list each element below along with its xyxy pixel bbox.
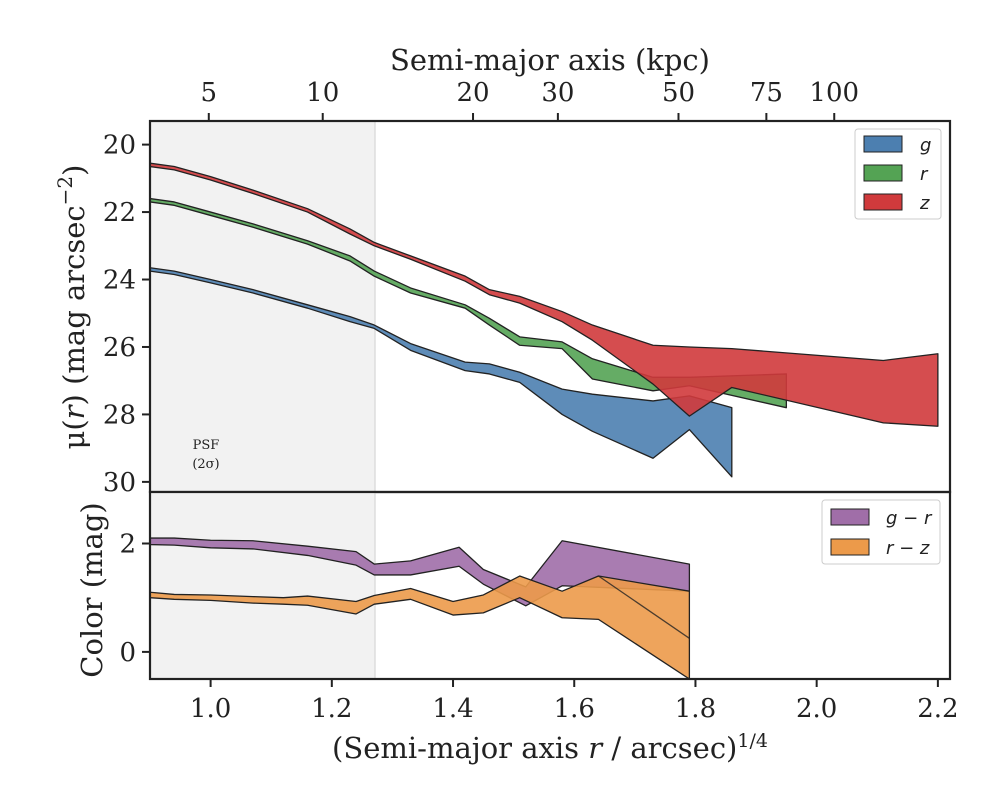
legend-swatch-r-z	[830, 538, 870, 556]
psf-annotation-line2: (2σ)	[192, 457, 219, 472]
surface-brightness-y-axis-title: μ(r) (mag arcsec−2)	[53, 165, 91, 450]
kpc-tick-label: 5	[201, 78, 218, 108]
color-series	[150, 537, 691, 679]
y-tick-label: 30	[103, 468, 136, 498]
y-tick-label: 28	[103, 400, 136, 430]
legend-swatch-z	[863, 193, 903, 211]
y-tick-label: 26	[103, 333, 136, 363]
y-tick-label: 20	[103, 131, 136, 161]
color-y-tick-label: 2	[119, 529, 136, 559]
psf-shaded-region	[150, 121, 375, 492]
band-g	[150, 267, 733, 478]
x-tick-label: 1.2	[311, 694, 352, 724]
y-tick-label: 24	[103, 266, 136, 296]
kpc-tick-label: 10	[306, 78, 339, 108]
x-tick-label: 1.8	[675, 694, 716, 724]
legend-label-r: r	[920, 164, 929, 185]
x-tick-label: 2.2	[917, 694, 958, 724]
color-panel: 02 1.0 1.2 1.4 1.6 1.8 2.0 2.2 g − r r − z	[119, 490, 959, 724]
legend-label-r-z: r − z	[886, 538, 930, 559]
color-x-ticks: 1.0 1.2 1.4 1.6 1.8 2.0 2.2	[190, 679, 959, 724]
color-y-axis-title: Color (mag)	[75, 502, 109, 677]
legend-swatch-r	[863, 164, 903, 182]
kpc-tick-label: 50	[662, 78, 695, 108]
legend-label-g: g	[920, 135, 931, 156]
y-tick-label: 22	[103, 198, 136, 228]
bottom-x-axis-title: (Semi-major axis r / arcsec)1/4	[332, 730, 768, 765]
color-legend: g − r r − z	[821, 499, 941, 565]
legend-label-g-r: g − r	[886, 508, 933, 529]
legend-swatch-g-r	[830, 508, 870, 526]
psf-annotation-line1: PSF	[193, 438, 220, 453]
band-edge-r-z	[598, 575, 690, 639]
band-r-z	[150, 575, 691, 679]
kpc-tick-label: 30	[541, 78, 574, 108]
surface-brightness-series	[150, 162, 939, 478]
x-tick-label: 1.0	[190, 694, 231, 724]
kpc-tick-label: 20	[456, 78, 489, 108]
color-y-tick-label: 0	[119, 638, 136, 668]
top-axis-title: Semi-major axis (kpc)	[390, 43, 710, 77]
legend-label-z: z	[919, 193, 930, 214]
surface-brightness-legend: g r z	[854, 128, 942, 220]
x-tick-label: 1.6	[554, 694, 595, 724]
kpc-tick-label: 100	[809, 78, 859, 108]
legend-swatch-g	[863, 135, 903, 153]
color-axes-frame	[148, 490, 952, 681]
psf-shaded-region-color	[150, 492, 375, 679]
x-tick-label: 1.4	[432, 694, 473, 724]
kpc-top-ticks: 5 10 20 30 50 75 100	[201, 78, 859, 121]
x-tick-label: 2.0	[796, 694, 837, 724]
kpc-tick-label: 75	[750, 78, 783, 108]
surface-brightness-y-ticks: 20 22 24 26 28 30	[103, 131, 150, 498]
band-z	[150, 162, 939, 427]
color-y-ticks: 02	[119, 529, 150, 668]
surface-brightness-panel: 20 22 24 26 28 30 5 10 20 30 50 75 100 PSF (2σ) g r…	[103, 78, 952, 498]
